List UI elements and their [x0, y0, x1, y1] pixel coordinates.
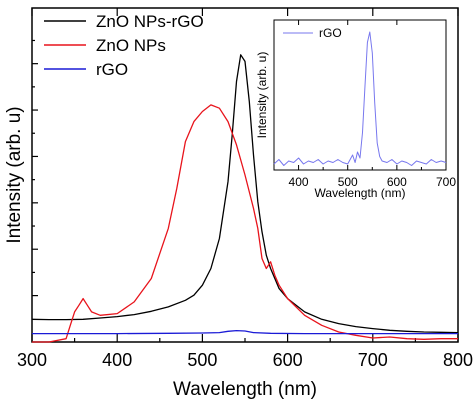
inset-y-axis-title: Intensity (arb. u) — [255, 52, 269, 139]
x-tick-label: 800 — [443, 350, 473, 370]
x-tick-label: 700 — [436, 175, 456, 189]
x-tick-label: 400 — [102, 350, 132, 370]
main-series-group — [31, 54, 459, 343]
x-tick-label: 600 — [273, 350, 303, 370]
inset-x-axis-title: Wavelength (nm) — [315, 186, 406, 200]
x-tick-label: 700 — [358, 350, 388, 370]
series-line-rgo — [32, 329, 458, 335]
inset-legend: rGO — [283, 26, 342, 40]
x-tick-label: 600 — [387, 175, 407, 189]
x-tick-label: 500 — [338, 175, 358, 189]
inset-legend-label-rgo: rGO — [319, 26, 342, 40]
main-y-ticks — [32, 39, 38, 297]
series-line-zno-nps-rgo — [31, 54, 459, 334]
legend-label-zno-nps: ZnO NPs — [96, 36, 166, 55]
inset-plot-frame — [273, 19, 447, 171]
legend-label-rgo: rGO — [96, 60, 128, 79]
legend-label-zno-nps-rgo: ZnO NPs-rGO — [96, 12, 204, 31]
main-legend: ZnO NPs-rGO ZnO NPs rGO — [44, 12, 204, 79]
x-tick-label: 300 — [17, 350, 47, 370]
inset-x-ticks: 400 500 600 700 — [289, 20, 456, 189]
series-line-rgo — [273, 31, 447, 166]
inset-series-group — [273, 31, 447, 166]
x-tick-label: 400 — [289, 175, 309, 189]
main-x-ticks: 300 400 500 600 700 800 — [17, 8, 473, 370]
x-tick-label: 500 — [187, 350, 217, 370]
main-x-axis-title: Wavelength (nm) — [173, 379, 317, 400]
main-y-axis-title: Intensity (arb. u) — [4, 106, 25, 243]
